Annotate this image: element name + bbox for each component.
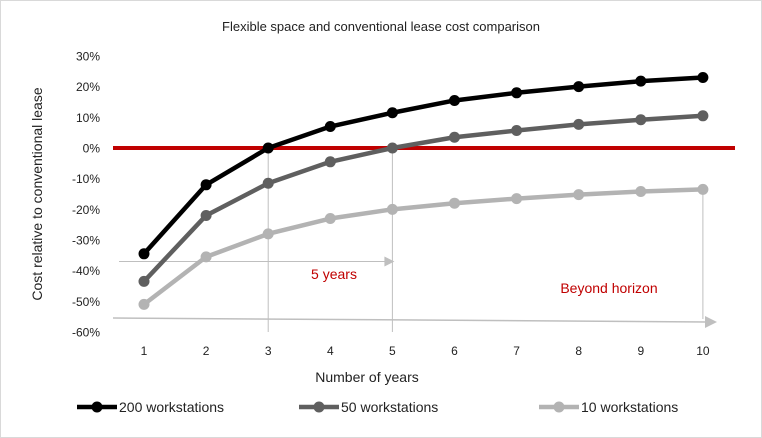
y-tick-label: -40% (72, 264, 100, 278)
legend-label: 50 workstations (341, 399, 438, 415)
x-tick-label: 9 (637, 344, 644, 358)
y-tick-label: -30% (72, 234, 100, 248)
y-tick-label: 30% (76, 50, 100, 64)
data-point (573, 81, 585, 93)
data-point (449, 94, 460, 106)
data-point (697, 71, 709, 83)
x-tick-label: 5 (389, 344, 396, 358)
data-point (262, 228, 274, 240)
data-point (200, 251, 212, 263)
y-tick-label: 10% (76, 111, 100, 125)
y-tick-label: 20% (76, 80, 100, 94)
x-tick-label: 7 (513, 344, 520, 358)
legend-marker (91, 401, 103, 413)
beyond-horizon-label: Beyond horizon (560, 280, 657, 296)
data-point (573, 189, 585, 201)
legend-item-200-workstations: 200 workstations (77, 399, 224, 415)
y-tick-label: -60% (72, 326, 100, 340)
legend-marker (553, 401, 565, 413)
annotations: 5 years Beyond horizon (311, 266, 658, 296)
y-tick-label: -50% (72, 295, 100, 309)
data-point (200, 179, 212, 191)
series-line (142, 187, 703, 307)
series-50-workstations (138, 110, 709, 287)
data-point (386, 203, 398, 215)
data-point (511, 125, 523, 137)
series-line (142, 113, 704, 283)
data-point (386, 142, 398, 154)
legend-item-50-workstations: 50 workstations (299, 399, 438, 415)
x-tick-label: 10 (696, 344, 710, 358)
data-point (262, 177, 274, 189)
data-point (324, 213, 336, 225)
data-point (697, 183, 709, 195)
y-axis-ticks: 30% 20% 10% 0% -10% -20% -30% -40% -50% -60% (72, 50, 100, 340)
data-point (262, 142, 274, 154)
y-axis-label: Cost relative to conventional lease (29, 87, 45, 300)
data-point (324, 121, 336, 133)
data-point (138, 248, 150, 260)
legend-marker (313, 401, 325, 413)
x-tick-label: 4 (327, 344, 334, 358)
beyond-horizon-arrow-head (705, 316, 717, 328)
guide-lines (112, 148, 717, 332)
horizon-label: 5 years (311, 266, 357, 282)
data-point (635, 114, 647, 126)
data-point (138, 275, 150, 287)
x-tick-label: 6 (451, 344, 458, 358)
x-axis-ticks: 1 2 3 4 5 6 7 8 9 10 (141, 344, 710, 358)
data-point (511, 87, 523, 99)
y-tick-label: 0% (83, 142, 101, 156)
legend-label: 10 workstations (581, 399, 678, 415)
data-point (138, 298, 150, 310)
data-point (573, 118, 585, 130)
y-tick-label: -10% (72, 172, 100, 186)
chart-title: Flexible space and conventional lease co… (222, 19, 540, 34)
data-point (324, 156, 336, 168)
legend: 200 workstations 50 workstations 10 workst… (77, 399, 678, 415)
data-point (511, 193, 523, 205)
y-tick-label: -20% (72, 203, 100, 217)
series-group (138, 71, 709, 310)
x-axis-label: Number of years (315, 369, 418, 385)
x-tick-label: 1 (141, 344, 148, 358)
legend-label: 200 workstations (119, 399, 224, 415)
series-line (142, 75, 704, 256)
x-tick-label: 2 (203, 344, 210, 358)
data-point (200, 209, 212, 221)
data-point (449, 197, 460, 209)
series-10-workstations (138, 183, 709, 310)
data-point (449, 131, 460, 143)
x-tick-label: 3 (265, 344, 272, 358)
legend-item-10-workstations: 10 workstations (539, 399, 678, 415)
x-tick-label: 8 (575, 344, 582, 358)
beyond-horizon-arrow-line (112, 317, 708, 323)
data-point (635, 75, 647, 87)
data-point (386, 107, 398, 119)
data-point (635, 186, 647, 198)
horizon-arrow-head (384, 256, 395, 267)
series-200-workstations (138, 71, 709, 260)
data-point (697, 110, 709, 122)
